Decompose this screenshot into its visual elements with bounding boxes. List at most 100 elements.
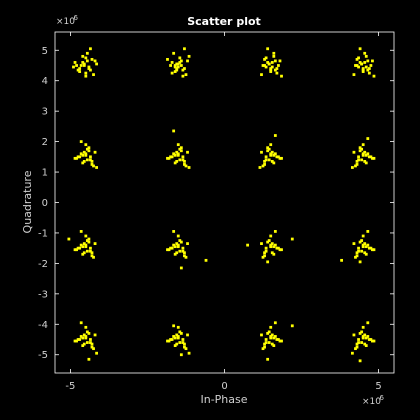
x-exponent-base: ×10 xyxy=(362,397,381,407)
data-point xyxy=(76,246,80,250)
data-point xyxy=(172,335,176,338)
data-point xyxy=(280,74,283,78)
data-point xyxy=(352,73,356,77)
data-point xyxy=(269,245,273,249)
data-point xyxy=(84,234,88,238)
data-point xyxy=(272,161,276,165)
chart-title: Scatter plot xyxy=(187,15,261,28)
data-point xyxy=(340,258,344,262)
data-point xyxy=(176,153,180,157)
data-point xyxy=(264,338,268,341)
data-point xyxy=(355,251,359,255)
data-point xyxy=(360,147,364,151)
data-point xyxy=(355,64,359,67)
data-point xyxy=(272,336,276,340)
data-point xyxy=(92,164,95,168)
data-point xyxy=(267,62,271,66)
data-point xyxy=(366,243,370,247)
data-point xyxy=(73,339,77,343)
y-tick-label: 1 xyxy=(42,168,48,179)
data-point xyxy=(176,335,180,338)
data-point xyxy=(90,342,94,346)
data-point xyxy=(355,342,359,346)
data-point xyxy=(78,338,82,341)
data-point xyxy=(166,156,169,160)
data-point xyxy=(87,149,91,153)
data-point xyxy=(272,51,276,55)
data-point xyxy=(81,252,85,256)
data-point xyxy=(361,143,365,147)
data-point xyxy=(187,166,191,169)
data-point xyxy=(172,152,176,156)
data-point xyxy=(170,61,174,64)
data-point xyxy=(275,71,279,75)
data-point xyxy=(90,163,94,166)
data-point xyxy=(178,249,182,253)
data-point xyxy=(81,245,85,249)
data-point xyxy=(170,246,174,250)
data-point xyxy=(73,156,77,160)
points-layer xyxy=(67,47,376,363)
data-point xyxy=(277,246,280,250)
data-point xyxy=(84,56,88,60)
data-point xyxy=(169,338,172,341)
data-point xyxy=(84,71,88,75)
data-point xyxy=(264,56,268,60)
data-point xyxy=(178,61,182,64)
data-point xyxy=(204,258,208,262)
data-point xyxy=(264,341,268,344)
data-point xyxy=(361,336,365,340)
data-point xyxy=(82,251,86,255)
data-point xyxy=(278,59,282,63)
data-point xyxy=(181,158,185,162)
data-point xyxy=(360,158,364,162)
data-point xyxy=(81,54,85,58)
data-point xyxy=(79,64,83,67)
data-point xyxy=(172,243,176,247)
data-point xyxy=(363,160,367,163)
data-point xyxy=(82,150,86,154)
data-point xyxy=(266,146,270,150)
data-point xyxy=(85,330,89,334)
y-exponent-label: ×10 -6 xyxy=(56,14,79,27)
data-point xyxy=(272,344,276,347)
data-point xyxy=(95,62,98,66)
data-point xyxy=(270,342,274,346)
data-point xyxy=(178,56,182,60)
data-point xyxy=(176,336,180,340)
data-point xyxy=(363,342,367,346)
data-point xyxy=(167,339,171,343)
data-point xyxy=(372,248,376,252)
data-point xyxy=(367,338,371,341)
data-point xyxy=(84,143,88,147)
y-tick-label: -3 xyxy=(38,289,48,300)
data-point xyxy=(366,68,370,72)
data-point xyxy=(75,248,78,252)
data-point xyxy=(366,321,370,325)
data-point xyxy=(354,64,357,67)
data-point xyxy=(89,158,92,162)
data-point xyxy=(361,70,365,73)
data-point xyxy=(360,249,364,253)
data-point xyxy=(92,347,95,351)
data-point xyxy=(178,330,182,334)
data-point xyxy=(172,129,176,133)
data-point xyxy=(178,158,182,162)
data-point xyxy=(79,243,83,247)
data-point xyxy=(266,260,270,264)
data-point xyxy=(260,73,263,77)
data-point xyxy=(357,249,360,253)
data-point xyxy=(73,61,77,64)
data-point xyxy=(179,59,183,63)
data-point xyxy=(173,336,177,340)
data-point xyxy=(361,325,365,329)
data-point xyxy=(358,332,362,335)
data-point xyxy=(263,163,266,166)
data-point xyxy=(351,351,354,355)
data-point xyxy=(371,156,374,160)
data-point xyxy=(360,330,364,334)
data-point xyxy=(72,65,75,69)
data-point xyxy=(261,255,265,259)
data-point xyxy=(183,163,186,166)
